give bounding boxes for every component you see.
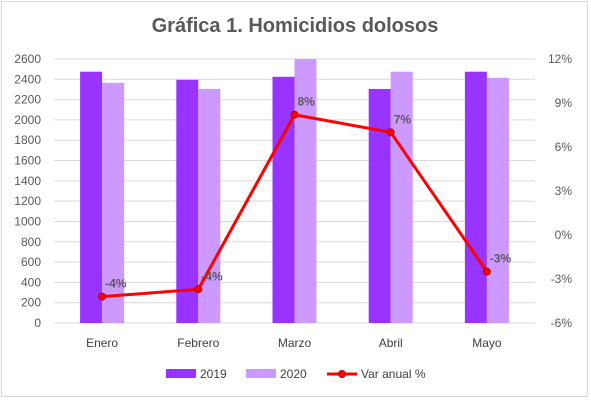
var-data-label: -4% (201, 269, 223, 283)
legend-swatch-2019 (166, 369, 196, 378)
bar-2020-enero (102, 82, 125, 323)
bar-2019-abril (368, 88, 391, 323)
category-label: Mayo (472, 336, 502, 350)
bar-2020-abril (390, 71, 413, 323)
var-data-label: -4% (105, 277, 127, 291)
left-tick-label: 2600 (14, 52, 41, 66)
left-tick-label: 0 (34, 316, 41, 330)
left-tick-label: 400 (21, 275, 41, 289)
bar-2019-marzo (272, 76, 295, 324)
left-tick-label: 2400 (14, 72, 41, 86)
left-tick-label: 1600 (14, 154, 41, 168)
bar-2019-febrero (176, 79, 199, 323)
left-tick-label: 1000 (14, 214, 41, 228)
var-point (98, 292, 107, 301)
category-label: Enero (86, 336, 118, 350)
legend-label: 2020 (280, 367, 307, 381)
var-line: -4% -4% 8% 7% -3% (98, 95, 512, 301)
right-tick-label: -6% (551, 316, 573, 330)
var-point (194, 285, 203, 294)
category-labels: Enero Febrero Marzo Abril Mayo (86, 336, 502, 350)
left-tick-label: 2200 (14, 93, 41, 107)
right-tick-label: 12% (548, 52, 572, 66)
var-point (386, 128, 395, 137)
left-tick-label: 800 (21, 235, 41, 249)
left-tick-label: 2000 (14, 113, 41, 127)
var-point (290, 110, 299, 119)
legend-label: Var anual % (361, 367, 426, 381)
category-label: Marzo (278, 336, 312, 350)
legend-marker (338, 370, 346, 378)
legend-label: 2019 (200, 367, 227, 381)
var-data-label: -3% (490, 252, 512, 266)
right-tick-label: 9% (555, 96, 573, 110)
bars (80, 59, 509, 324)
bar-2020-febrero (198, 88, 221, 323)
bar-2019-enero (80, 71, 103, 323)
right-axis-ticks: -6% -3% 0% 3% 6% 9% 12% (548, 52, 572, 330)
left-axis-ticks: 0 200 400 600 800 1000 1200 1400 1600 1800 2000 220… (14, 52, 41, 330)
var-point (482, 267, 491, 276)
var-data-label: 8% (298, 95, 316, 109)
left-tick-label: 200 (21, 296, 41, 310)
left-tick-label: 1400 (14, 174, 41, 188)
legend: 2019 2020 Var anual % (166, 367, 426, 381)
category-label: Abril (379, 336, 403, 350)
bar-2020-mayo (486, 77, 509, 324)
right-tick-label: -3% (551, 272, 573, 286)
right-tick-label: 6% (555, 140, 573, 154)
left-tick-label: 600 (21, 255, 41, 269)
right-tick-label: 3% (555, 184, 573, 198)
bar-2020-marzo (294, 59, 317, 323)
chart-title: Gráfica 1. Homicidios dolosos (152, 15, 439, 37)
left-tick-label: 1800 (14, 133, 41, 147)
bar-2019-mayo (464, 71, 487, 323)
right-tick-label: 0% (555, 228, 573, 242)
left-tick-label: 1200 (14, 194, 41, 208)
legend-swatch-2020 (246, 369, 276, 378)
var-data-label: 7% (394, 112, 412, 126)
category-label: Febrero (177, 336, 219, 350)
